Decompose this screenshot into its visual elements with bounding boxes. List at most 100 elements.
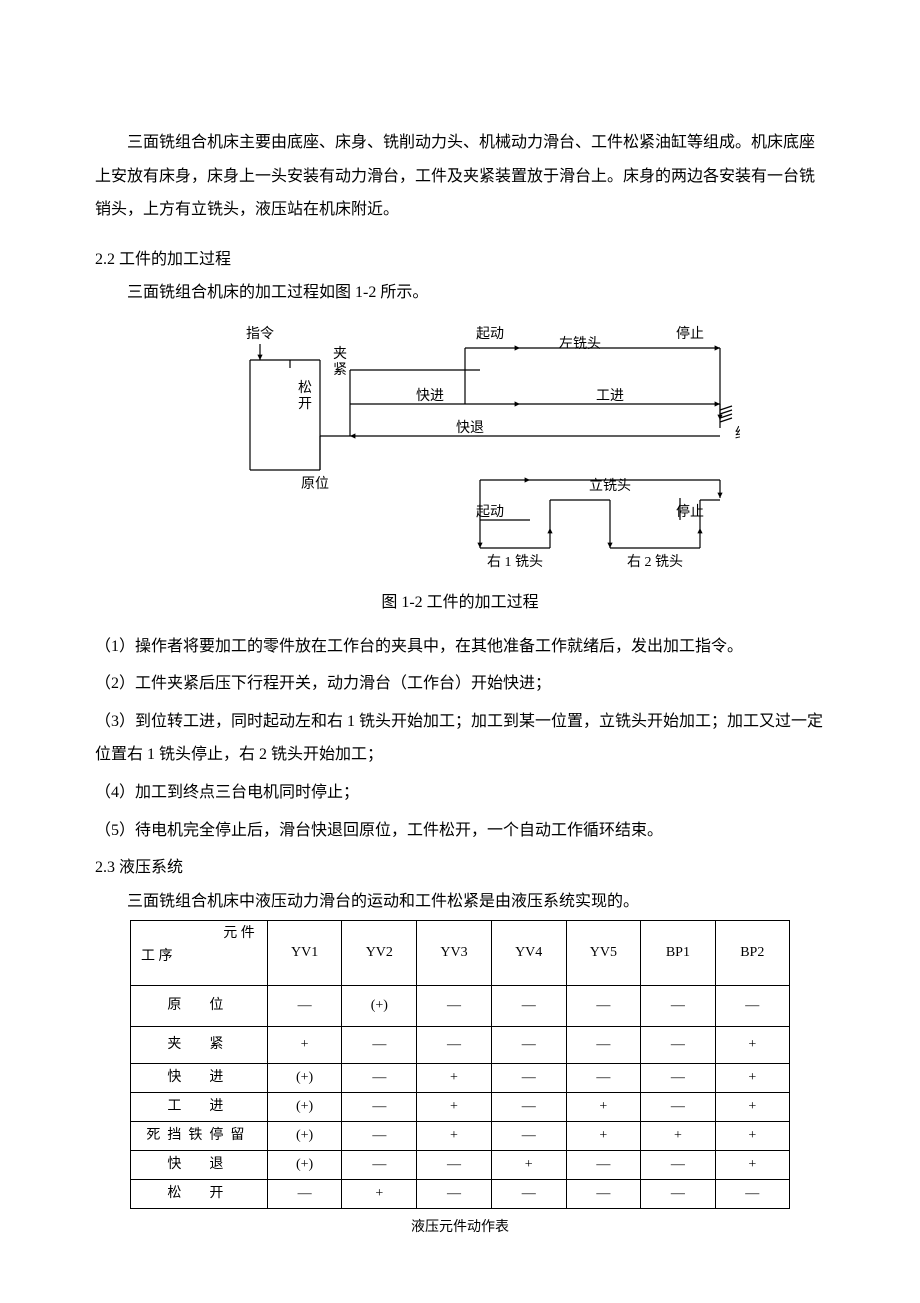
svg-text:右 1 铣头: 右 1 铣头 xyxy=(487,554,543,570)
table-cell: — xyxy=(417,1151,492,1180)
table-cell: — xyxy=(491,1180,566,1209)
table-row: 夹 紧+—————+ xyxy=(131,1027,790,1064)
table-cell: + xyxy=(417,1064,492,1093)
col-header: YV3 xyxy=(417,921,492,986)
figure-caption: 图 1-2 工件的加工过程 xyxy=(95,586,825,620)
table-cell: — xyxy=(417,1180,492,1209)
section-2-2-title: 2.2 工件的加工过程 xyxy=(95,243,825,277)
svg-text:快退: 快退 xyxy=(456,420,484,436)
table-cell: + xyxy=(342,1180,417,1209)
table-cell: — xyxy=(417,986,492,1027)
table-cell: + xyxy=(715,1093,789,1122)
row-label: 死挡铁停留 xyxy=(131,1122,268,1151)
table-cell: — xyxy=(566,1151,641,1180)
col-header: BP1 xyxy=(641,921,715,986)
col-header: BP2 xyxy=(715,921,789,986)
table-cell: — xyxy=(641,1180,715,1209)
table-cell: — xyxy=(342,1151,417,1180)
table-cell: — xyxy=(641,1064,715,1093)
table-cell: + xyxy=(267,1027,342,1064)
table-cell: — xyxy=(715,1180,789,1209)
row-label: 工 进 xyxy=(131,1093,268,1122)
table-cell: + xyxy=(417,1122,492,1151)
table-cell: + xyxy=(566,1122,641,1151)
step-1: （1）操作者将要加工的零件放在工作台的夹具中，在其他准备工作就绪后，发出加工指令… xyxy=(95,630,825,664)
row-label: 原 位 xyxy=(131,986,268,1027)
svg-text:紧: 紧 xyxy=(333,362,347,378)
table-cell: — xyxy=(566,986,641,1027)
row-label: 松 开 xyxy=(131,1180,268,1209)
table-corner-cell: 元 件工 序 xyxy=(131,921,268,986)
table-cell: — xyxy=(267,986,342,1027)
section-2-2-lead: 三面铣组合机床的加工过程如图 1-2 所示。 xyxy=(95,276,825,310)
section-2-3-title: 2.3 液压系统 xyxy=(95,851,825,885)
table-cell: — xyxy=(491,1027,566,1064)
table-cell: — xyxy=(641,1151,715,1180)
svg-text:终点: 终点 xyxy=(735,426,740,442)
row-label: 夹 紧 xyxy=(131,1027,268,1064)
table-cell: — xyxy=(491,1093,566,1122)
figure-1-2: 指令夹紧松开原位起动左铣头停止快进工进终点快退起动立铣头停止右 1 铣头右 2 … xyxy=(95,320,825,580)
table-cell: — xyxy=(641,1027,715,1064)
col-header: YV2 xyxy=(342,921,417,986)
svg-text:开: 开 xyxy=(298,397,312,412)
table-cell: — xyxy=(342,1122,417,1151)
table-cell: + xyxy=(715,1027,789,1064)
col-header: YV4 xyxy=(491,921,566,986)
col-header: YV1 xyxy=(267,921,342,986)
col-header: YV5 xyxy=(566,921,641,986)
svg-text:左铣头: 左铣头 xyxy=(559,336,601,352)
step-2: （2）工件夹紧后压下行程开关，动力滑台（工作台）开始快进； xyxy=(95,667,825,701)
table-cell: + xyxy=(566,1093,641,1122)
table-cell: — xyxy=(267,1180,342,1209)
table-cell: — xyxy=(641,1093,715,1122)
table-cell: + xyxy=(417,1093,492,1122)
table-cell: (+) xyxy=(267,1151,342,1180)
table-row: 工 进(+)—+—+—+ xyxy=(131,1093,790,1122)
table-cell: — xyxy=(566,1027,641,1064)
table-cell: — xyxy=(491,1122,566,1151)
row-label: 快 进 xyxy=(131,1064,268,1093)
table-cell: — xyxy=(342,1064,417,1093)
svg-text:原位: 原位 xyxy=(301,476,329,492)
table-cell: — xyxy=(566,1064,641,1093)
table-caption: 液压元件动作表 xyxy=(95,1213,825,1242)
table-cell: — xyxy=(715,986,789,1027)
svg-text:快进: 快进 xyxy=(416,388,444,404)
table-cell: (+) xyxy=(267,1122,342,1151)
step-3: （3）到位转工进，同时起动左和右 1 铣头开始加工；加工到某一位置，立铣头开始加… xyxy=(95,705,825,772)
svg-text:指令: 指令 xyxy=(246,326,274,342)
table-cell: + xyxy=(715,1122,789,1151)
svg-text:停止: 停止 xyxy=(676,325,704,342)
step-4: （4）加工到终点三台电机同时停止； xyxy=(95,776,825,810)
table-cell: + xyxy=(715,1064,789,1093)
svg-text:工进: 工进 xyxy=(596,388,624,404)
svg-text:起动: 起动 xyxy=(476,326,504,342)
svg-text:右 2 铣头: 右 2 铣头 xyxy=(627,554,683,570)
table-cell: — xyxy=(342,1027,417,1064)
table-cell: + xyxy=(641,1122,715,1151)
table-cell: + xyxy=(491,1151,566,1180)
section-2-3-lead: 三面铣组合机床中液压动力滑台的运动和工件松紧是由液压系统实现的。 xyxy=(95,885,825,919)
table-cell: — xyxy=(566,1180,641,1209)
document-page: 三面铣组合机床主要由底座、床身、铣削动力头、机械动力滑台、工件松紧油缸等组成。机… xyxy=(0,0,920,1303)
table-cell: — xyxy=(417,1027,492,1064)
table-row: 原 位—(+)————— xyxy=(131,986,790,1027)
table-cell: — xyxy=(342,1093,417,1122)
table-cell: (+) xyxy=(267,1093,342,1122)
table-cell: — xyxy=(491,986,566,1027)
row-label: 快 退 xyxy=(131,1151,268,1180)
svg-text:夹: 夹 xyxy=(333,346,347,362)
table-row: 快 进(+)—+———+ xyxy=(131,1064,790,1093)
table-cell: (+) xyxy=(342,986,417,1027)
table-row: 松 开—+————— xyxy=(131,1180,790,1209)
svg-text:松: 松 xyxy=(298,380,312,396)
table-cell: — xyxy=(641,986,715,1027)
hydraulic-table: 元 件工 序YV1YV2YV3YV4YV5BP1BP2原 位—(+)—————夹… xyxy=(130,920,790,1209)
table-row: 快 退(+)——+——+ xyxy=(131,1151,790,1180)
step-5: （5）待电机完全停止后，滑台快退回原位，工件松开，一个自动工作循环结束。 xyxy=(95,814,825,848)
table-cell: (+) xyxy=(267,1064,342,1093)
intro-paragraph: 三面铣组合机床主要由底座、床身、铣削动力头、机械动力滑台、工件松紧油缸等组成。机… xyxy=(95,126,825,227)
table-cell: — xyxy=(491,1064,566,1093)
table-cell: + xyxy=(715,1151,789,1180)
